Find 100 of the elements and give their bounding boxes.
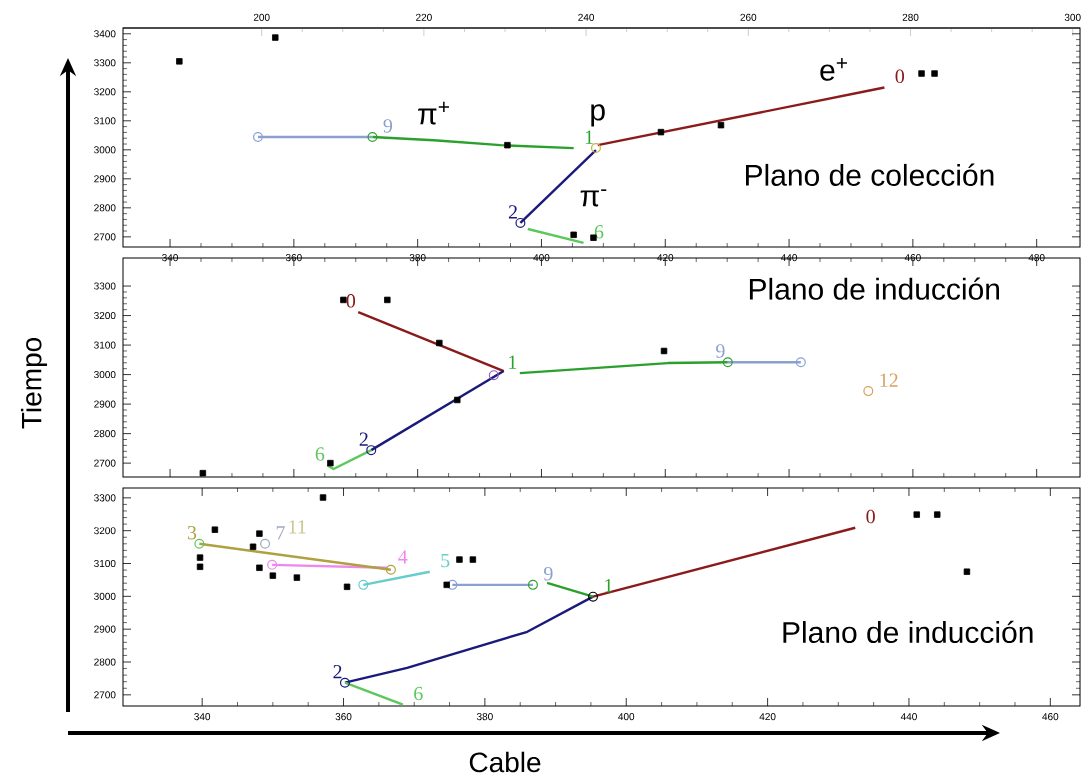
line-series	[343, 595, 595, 684]
series-label: 9	[544, 567, 553, 581]
x-tick-label: 420	[759, 713, 776, 721]
point	[443, 581, 450, 589]
series-label: 2	[508, 205, 517, 219]
series-label: 7	[276, 526, 285, 540]
series-label: 0	[866, 509, 875, 524]
point	[931, 70, 938, 77]
y-axis-title: Tiempo	[20, 338, 48, 429]
point	[515, 217, 526, 228]
text: Plano de colección	[746, 163, 994, 186]
annotation: 11	[289, 520, 306, 534]
text: Plano de inducción	[749, 277, 999, 300]
x-tick-label: 480	[1028, 254, 1045, 262]
line-series	[371, 135, 575, 150]
point	[963, 568, 971, 575]
x2-tick-label: 300	[1064, 13, 1081, 21]
series-label: 1	[585, 130, 593, 144]
y-tick-label: 3000	[94, 592, 116, 600]
point	[436, 339, 443, 347]
point	[456, 556, 463, 563]
point	[272, 34, 279, 41]
series-label: 3	[187, 525, 197, 540]
x2-tick-label: 200	[253, 13, 270, 21]
annotation: e$^{+}$	[820, 57, 847, 81]
x-tick-label: 360	[335, 713, 352, 721]
point	[590, 143, 601, 154]
y-tick-label: 3200	[94, 527, 116, 535]
series-label: 6	[594, 225, 604, 239]
point	[252, 132, 263, 143]
point	[504, 141, 511, 149]
point	[358, 579, 369, 590]
y-tick-label: 3100	[94, 117, 116, 125]
y-tick-label: 2700	[94, 459, 116, 467]
point	[570, 231, 577, 239]
annotation: π$^{-}$	[580, 189, 607, 207]
y-tick-label: 3300	[94, 59, 116, 67]
point	[918, 70, 925, 77]
series-label: 0	[895, 69, 905, 84]
point	[211, 526, 219, 533]
point	[194, 538, 205, 549]
y-tick-label: 3200	[94, 88, 116, 96]
point	[367, 132, 378, 143]
annotation: p	[591, 104, 605, 127]
point	[199, 469, 207, 477]
point	[327, 459, 334, 467]
point	[256, 564, 263, 571]
series-label: 9	[716, 344, 725, 358]
y-tick-label: 2700	[94, 691, 116, 699]
point	[339, 677, 350, 688]
point	[293, 574, 301, 581]
x-tick-label: 380	[409, 254, 426, 262]
y-tick-label: 2900	[94, 175, 116, 183]
y-tick-label: 2800	[94, 430, 116, 438]
point	[260, 538, 271, 549]
point	[469, 556, 477, 563]
point	[454, 396, 461, 404]
x-tick-label: 400	[533, 254, 550, 262]
point	[863, 386, 874, 397]
point	[256, 530, 263, 537]
x-tick-label: 400	[618, 713, 635, 721]
point	[447, 579, 458, 590]
point	[795, 357, 806, 368]
point	[722, 357, 733, 368]
point	[717, 121, 725, 129]
series-label: 2	[359, 432, 368, 446]
text: Plano de inducción	[783, 620, 1033, 644]
x-tick-label: 420	[657, 254, 674, 262]
point	[488, 370, 499, 381]
point	[267, 559, 278, 570]
x2-tick-label: 220	[416, 13, 432, 21]
series-label: 2	[333, 665, 342, 679]
point	[196, 554, 204, 561]
point	[319, 494, 327, 501]
series-label: 4	[398, 550, 408, 564]
point	[657, 128, 665, 136]
y-tick-label: 3000	[94, 146, 116, 154]
point	[366, 445, 377, 456]
x-tick-label: 380	[476, 713, 493, 721]
y-tick-label: 2800	[94, 204, 116, 212]
point	[913, 511, 920, 518]
x-tick-label: 440	[900, 713, 917, 721]
series-label: 5	[441, 554, 450, 568]
y-tick-label: 2800	[94, 658, 116, 666]
point	[934, 511, 941, 518]
point	[385, 564, 396, 575]
x-tick-label: 340	[194, 713, 211, 721]
y-tick-label: 3300	[94, 494, 116, 502]
x2-tick-label: 280	[902, 13, 919, 21]
series-label: 6	[315, 447, 325, 461]
point	[527, 579, 538, 590]
point	[196, 563, 204, 570]
series-label: 6	[414, 686, 423, 701]
point	[176, 58, 183, 65]
x-axis-title: Cable	[469, 751, 541, 773]
series-label: 12	[880, 373, 898, 387]
x2-tick-label: 240	[578, 13, 595, 21]
y-tick-label: 3400	[94, 30, 116, 38]
y-tick-label: 3100	[94, 559, 116, 568]
y-tick-label: 3300	[94, 282, 116, 290]
